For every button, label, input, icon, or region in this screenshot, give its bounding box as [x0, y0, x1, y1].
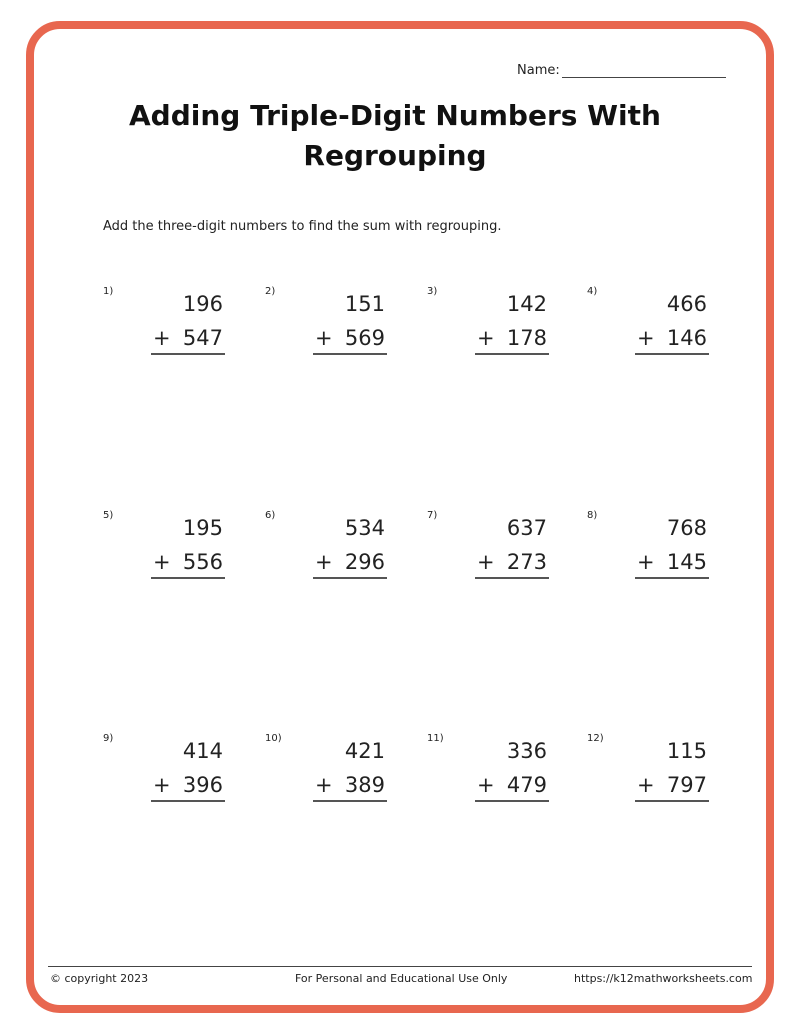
addend-top: 421: [344, 739, 385, 763]
addend-top: 336: [506, 739, 547, 763]
addend-top: 466: [666, 292, 707, 316]
plus-sign: +: [153, 773, 171, 797]
plus-sign: +: [637, 326, 655, 350]
plus-sign: +: [637, 773, 655, 797]
addend-bottom: 146: [666, 326, 707, 350]
addend-bottom: 556: [182, 550, 223, 574]
addend-bottom: 178: [506, 326, 547, 350]
addend-bottom-row: +389: [305, 773, 385, 797]
addend-bottom-row: +569: [305, 326, 385, 350]
answer-line: [475, 577, 549, 579]
addend-top: 142: [506, 292, 547, 316]
addend-top: 115: [666, 739, 707, 763]
problem: 9) 414 +396: [103, 733, 225, 813]
addend-top: 414: [182, 739, 223, 763]
addend-bottom: 479: [506, 773, 547, 797]
plus-sign: +: [315, 326, 333, 350]
problem: 10) 421 +389: [265, 733, 387, 813]
problem: 11) 336 +479: [427, 733, 549, 813]
problem-number: 5): [103, 510, 114, 521]
addend-top: 534: [344, 516, 385, 540]
addend-bottom: 296: [344, 550, 385, 574]
site-url: https://k12mathworksheets.com: [574, 972, 753, 985]
problem: 3) 142 +178: [427, 286, 549, 366]
addend-bottom-row: +547: [143, 326, 223, 350]
problem-number: 8): [587, 510, 598, 521]
addend-bottom-row: +273: [467, 550, 547, 574]
answer-line: [151, 800, 225, 802]
problem-number: 3): [427, 286, 438, 297]
addend-top: 768: [666, 516, 707, 540]
addend-bottom-row: +178: [467, 326, 547, 350]
addend-bottom-row: +797: [627, 773, 707, 797]
problem: 4) 466 +146: [587, 286, 709, 366]
plus-sign: +: [315, 773, 333, 797]
answer-line: [313, 577, 387, 579]
addend-bottom: 396: [182, 773, 223, 797]
problem-number: 1): [103, 286, 114, 297]
addend-bottom: 273: [506, 550, 547, 574]
addend-bottom: 569: [344, 326, 385, 350]
problem-number: 11): [427, 733, 444, 744]
plus-sign: +: [477, 326, 495, 350]
problem-number: 6): [265, 510, 276, 521]
addend-top: 637: [506, 516, 547, 540]
addend-bottom: 389: [344, 773, 385, 797]
problem: 12) 115 +797: [587, 733, 709, 813]
plus-sign: +: [315, 550, 333, 574]
problem: 5) 195 +556: [103, 510, 225, 590]
addend-top: 195: [182, 516, 223, 540]
answer-line: [635, 353, 709, 355]
addend-bottom: 547: [182, 326, 223, 350]
plus-sign: +: [153, 550, 171, 574]
addend-bottom-row: +556: [143, 550, 223, 574]
problem: 6) 534 +296: [265, 510, 387, 590]
problem-number: 2): [265, 286, 276, 297]
answer-line: [313, 353, 387, 355]
footer-divider: [48, 966, 752, 967]
plus-sign: +: [477, 550, 495, 574]
answer-line: [475, 353, 549, 355]
name-field: Name:: [517, 63, 726, 78]
addend-top: 151: [344, 292, 385, 316]
problem-number: 12): [587, 733, 604, 744]
answer-line: [313, 800, 387, 802]
plus-sign: +: [153, 326, 171, 350]
name-line: [561, 64, 726, 78]
plus-sign: +: [477, 773, 495, 797]
problem: 1) 196 +547: [103, 286, 225, 366]
addend-bottom-row: +479: [467, 773, 547, 797]
problem-number: 9): [103, 733, 114, 744]
problem: 7) 637 +273: [427, 510, 549, 590]
problem-number: 10): [265, 733, 282, 744]
addend-bottom: 145: [666, 550, 707, 574]
problem-number: 4): [587, 286, 598, 297]
answer-line: [475, 800, 549, 802]
answer-line: [635, 800, 709, 802]
page-title: Adding Triple-Digit Numbers With Regroup…: [129, 99, 661, 172]
addend-top: 196: [182, 292, 223, 316]
problem: 2) 151 +569: [265, 286, 387, 366]
instructions: Add the three-digit numbers to find the …: [103, 219, 502, 234]
addend-bottom: 797: [666, 773, 707, 797]
answer-line: [635, 577, 709, 579]
name-label: Name:: [517, 63, 560, 78]
addend-bottom-row: +296: [305, 550, 385, 574]
usage-note: For Personal and Educational Use Only: [295, 972, 508, 985]
addend-bottom-row: +146: [627, 326, 707, 350]
problem-number: 7): [427, 510, 438, 521]
problem: 8) 768 +145: [587, 510, 709, 590]
addend-bottom-row: +145: [627, 550, 707, 574]
addend-bottom-row: +396: [143, 773, 223, 797]
copyright: © copyright 2023: [50, 972, 149, 985]
plus-sign: +: [637, 550, 655, 574]
page-border: [26, 21, 774, 1013]
answer-line: [151, 353, 225, 355]
answer-line: [151, 577, 225, 579]
